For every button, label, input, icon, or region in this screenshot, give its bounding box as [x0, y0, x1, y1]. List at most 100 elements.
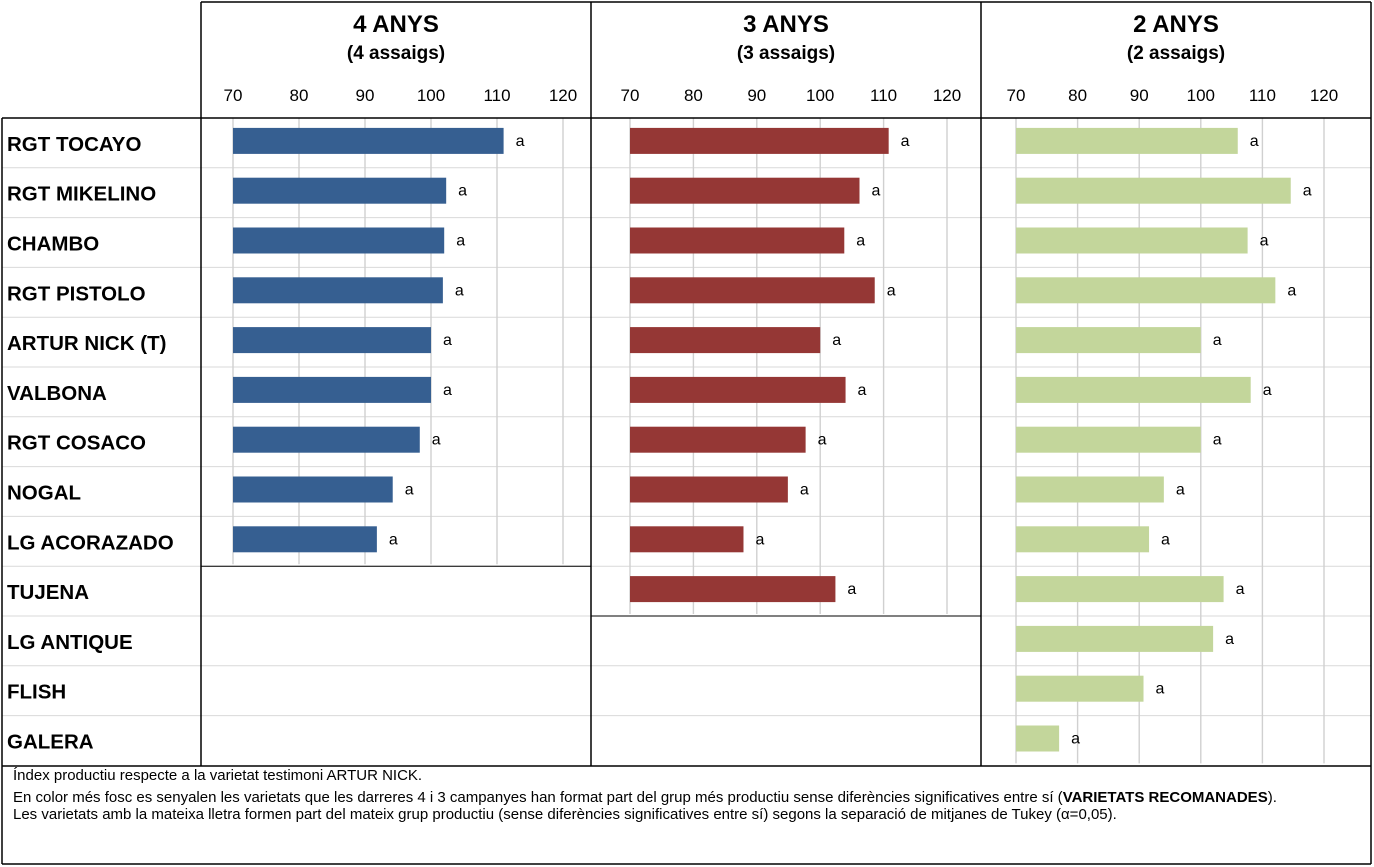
data-label: a [1176, 482, 1185, 499]
tick-label: 120 [549, 86, 577, 105]
bar [233, 227, 445, 254]
data-label: a [432, 432, 441, 449]
panel-title: 4 ANYS [353, 11, 439, 38]
bar [1016, 526, 1150, 553]
bar [1016, 426, 1201, 453]
tick-label: 100 [806, 86, 834, 105]
data-label: a [847, 581, 856, 598]
bar [1016, 625, 1214, 652]
footnote-recommended-emphasis: VARIETATS RECOMANADES [1062, 789, 1268, 806]
footnote-tukey: Les varietats amb la mateixa lletra form… [13, 806, 1117, 823]
tick-label: 70 [224, 86, 243, 105]
row-label: RGT TOCAYO [7, 133, 141, 156]
tick-label: 70 [621, 86, 640, 105]
tick-label: 100 [1187, 86, 1215, 105]
row-label: VALBONA [7, 382, 107, 405]
footnote-index: Índex productiu respecte a la varietat t… [13, 767, 423, 784]
tick-label: 90 [356, 86, 375, 105]
data-label: a [872, 183, 881, 200]
tick-label: 90 [1130, 86, 1149, 105]
footnotes: Índex productiu respecte a la varietat t… [13, 767, 1360, 823]
bar [630, 426, 806, 453]
footnote-recommended-text-c: ). [1267, 789, 1277, 806]
data-label: a [458, 183, 467, 200]
bar [233, 526, 377, 553]
bar [233, 376, 431, 403]
tick-label: 90 [747, 86, 766, 105]
row-label: LG ACORAZADO [7, 531, 174, 554]
data-label: a [1213, 432, 1222, 449]
bar [1016, 376, 1251, 403]
data-label: a [1287, 282, 1296, 299]
bar [630, 277, 875, 304]
bar [1016, 177, 1291, 204]
data-label: a [443, 382, 452, 399]
data-label: a [1225, 631, 1234, 648]
data-label: a [1250, 133, 1259, 150]
tick-label: 120 [1310, 86, 1338, 105]
data-label: a [755, 531, 764, 548]
bar [630, 177, 860, 204]
bar [233, 127, 504, 154]
row-label: RGT PISTOLO [7, 282, 146, 305]
data-label: a [901, 133, 910, 150]
row-label: ARTUR NICK (T) [7, 332, 166, 355]
data-label: a [405, 482, 414, 499]
footnote-recommended-text-a: En color més fosc es senyalen les variet… [13, 789, 1063, 806]
bar [630, 476, 788, 503]
row-label: CHAMBO [7, 233, 99, 256]
bar [233, 426, 420, 453]
row-label: TUJENA [7, 581, 89, 604]
bar [630, 526, 744, 553]
panel-subtitle: (4 assaigs) [347, 43, 445, 64]
tick-label: 70 [1007, 86, 1026, 105]
bar [1016, 576, 1224, 603]
data-label: a [389, 531, 398, 548]
footnote-recommended: En color més fosc es senyalen les variet… [13, 789, 1360, 806]
data-label: a [1236, 581, 1245, 598]
bar [1016, 227, 1248, 254]
row-label: FLISH [7, 681, 66, 704]
data-label: a [858, 382, 867, 399]
bar [630, 376, 846, 403]
bar [630, 327, 821, 354]
data-label: a [1156, 681, 1165, 698]
data-label: a [832, 332, 841, 349]
row-label: GALERA [7, 731, 94, 754]
row-label: RGT MIKELINO [7, 183, 156, 206]
data-label: a [887, 282, 896, 299]
panel-title: 3 ANYS [743, 11, 829, 38]
data-label: a [818, 432, 827, 449]
tick-label: 80 [290, 86, 309, 105]
panel-subtitle: (2 assaigs) [1127, 43, 1225, 64]
data-label: a [1071, 731, 1080, 748]
bar [1016, 476, 1164, 503]
data-label: a [1260, 233, 1269, 250]
tick-label: 110 [483, 86, 510, 105]
row-label: RGT COSACO [7, 432, 146, 455]
bar [1016, 675, 1144, 702]
panel-subtitle: (3 assaigs) [737, 43, 835, 64]
tick-label: 120 [933, 86, 961, 105]
bar [233, 327, 431, 354]
data-label: a [443, 332, 452, 349]
bar [630, 227, 845, 254]
bar [233, 277, 443, 304]
data-label: a [1161, 531, 1170, 548]
data-label: a [856, 233, 865, 250]
panel-title: 2 ANYS [1133, 11, 1219, 38]
data-label: a [800, 482, 809, 499]
data-label: a [1263, 382, 1272, 399]
bar [1016, 127, 1238, 154]
data-label: a [455, 282, 464, 299]
bar [233, 476, 393, 503]
bar [630, 127, 889, 154]
bar [233, 177, 447, 204]
tick-label: 100 [417, 86, 445, 105]
bar [630, 576, 836, 603]
data-label: a [1303, 183, 1312, 200]
row-label: LG ANTIQUE [7, 631, 133, 654]
data-label: a [516, 133, 525, 150]
tick-label: 80 [1068, 86, 1087, 105]
